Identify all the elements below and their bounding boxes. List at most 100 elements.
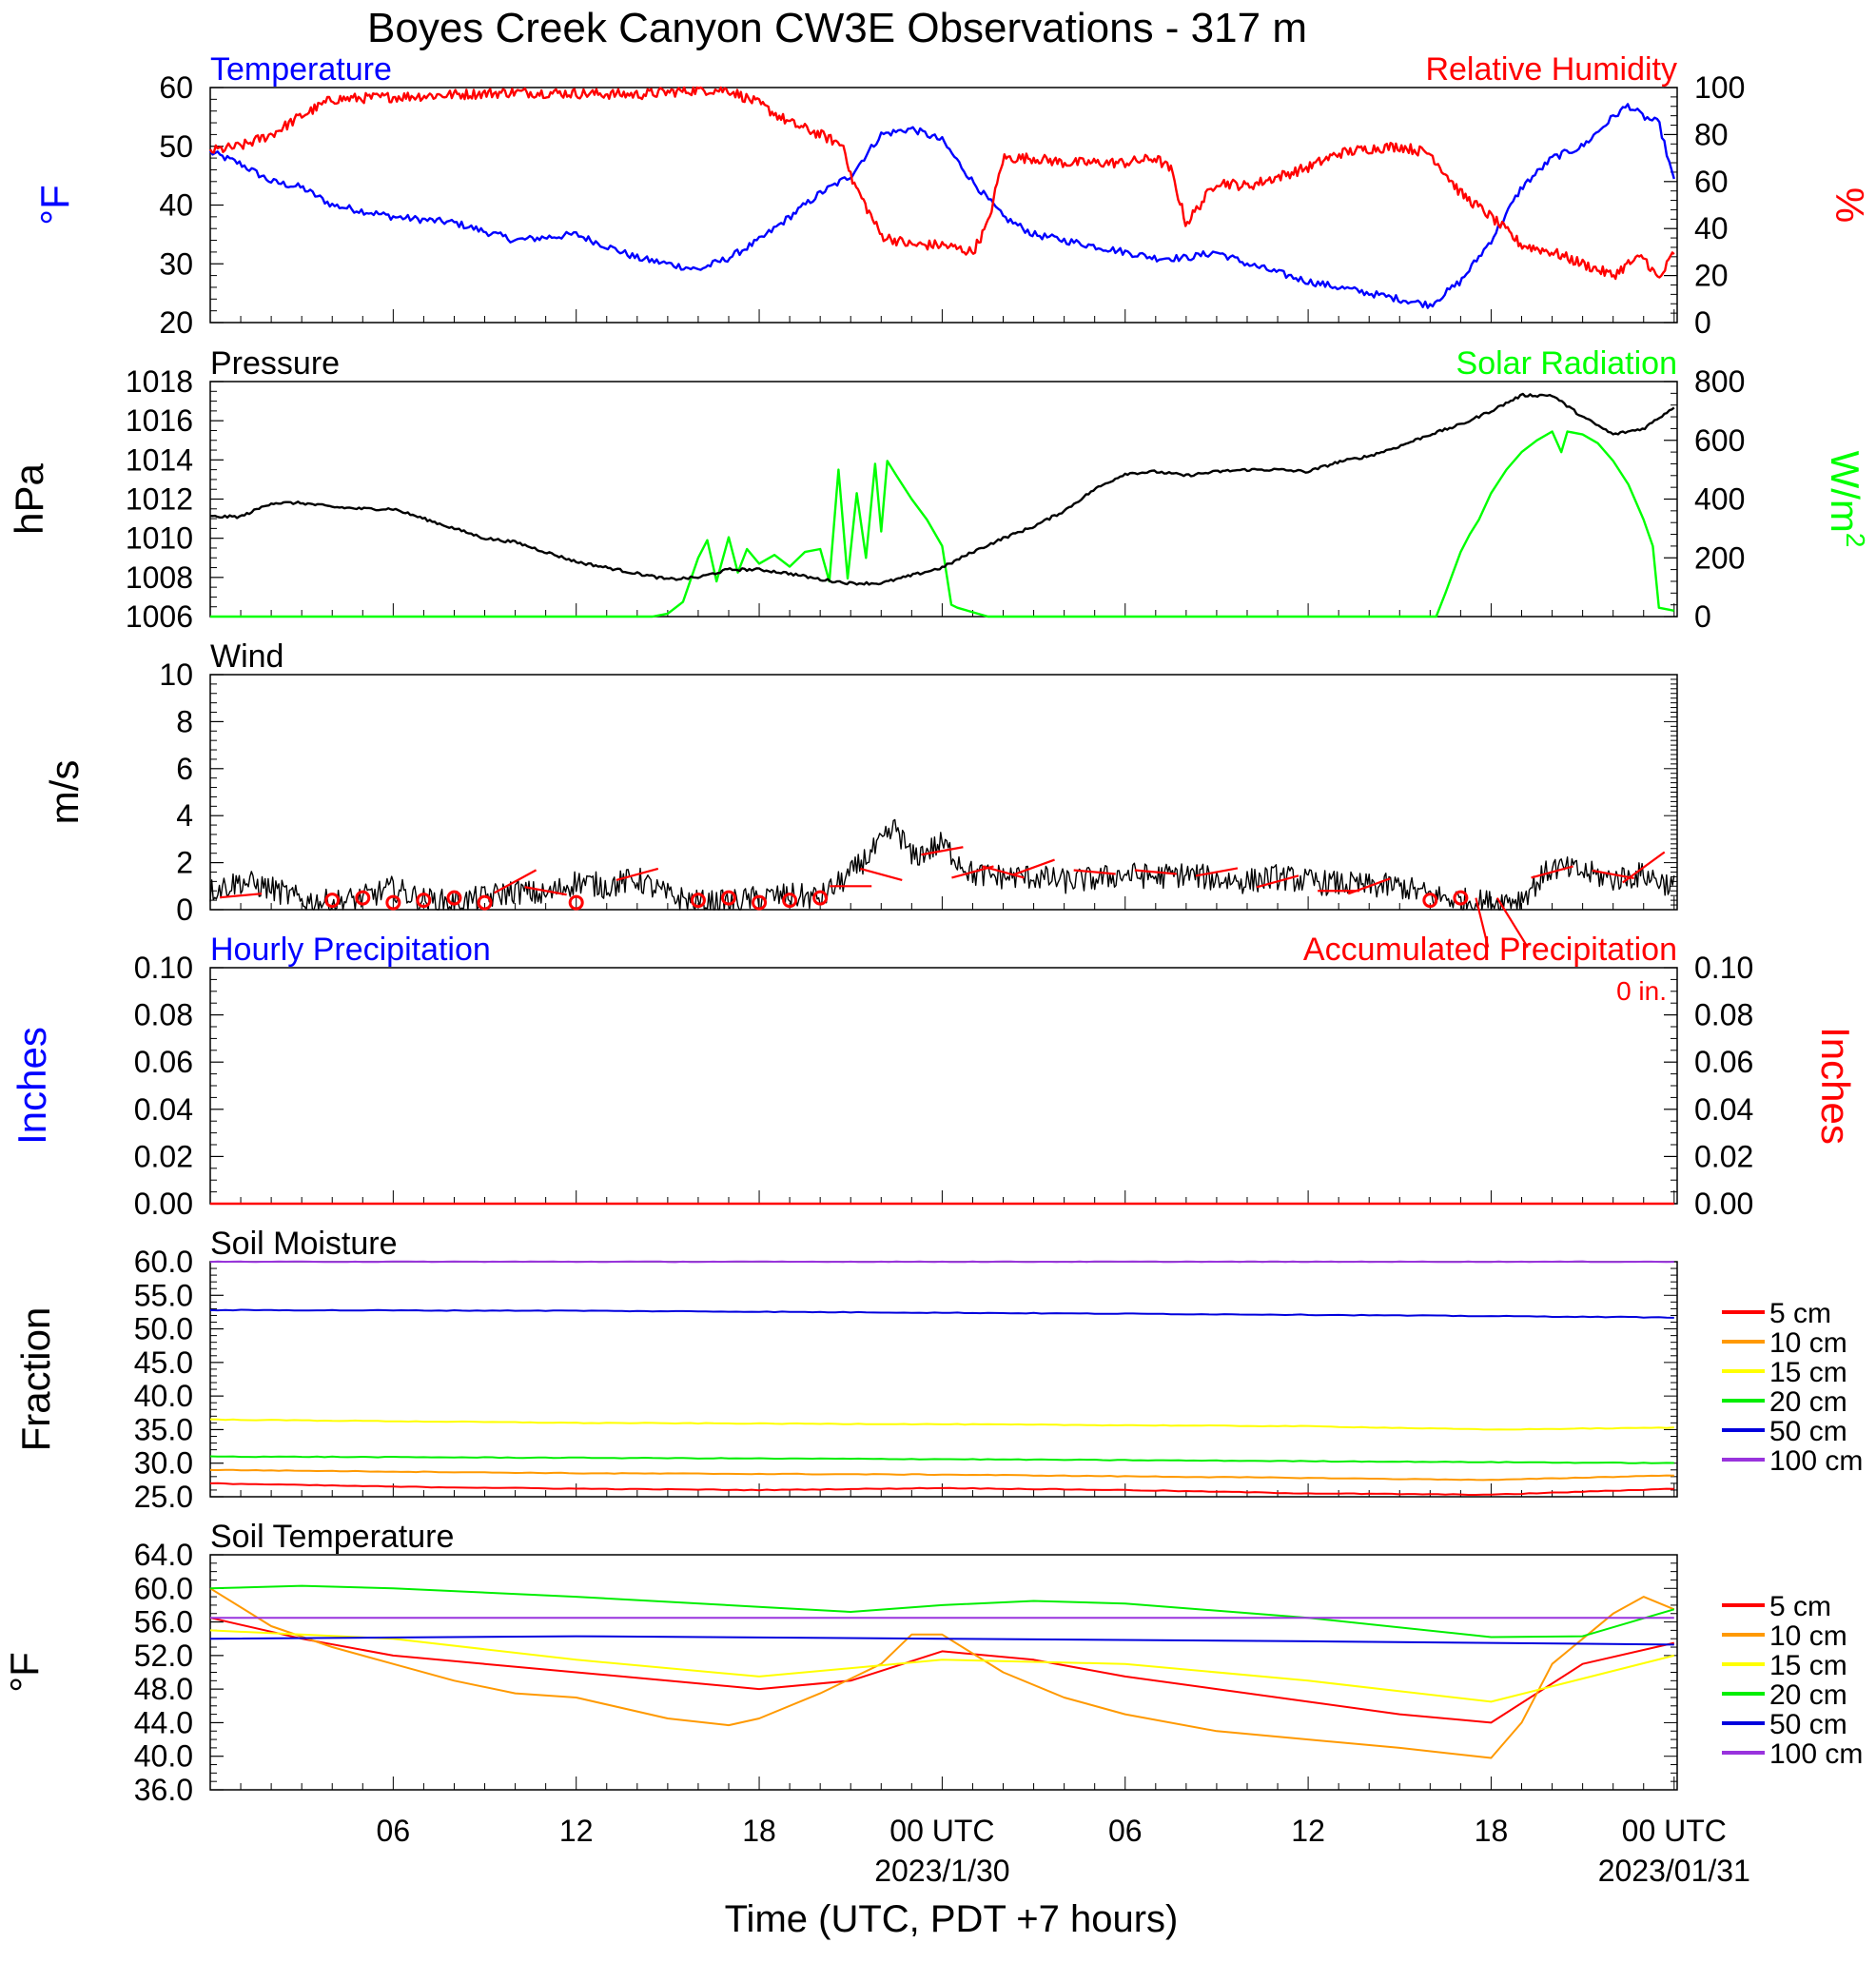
precip-left-axis-tick-label: 0.08 bbox=[134, 998, 193, 1032]
soil-temp-0-series bbox=[209, 1617, 1675, 1724]
wind-barb bbox=[1347, 877, 1391, 895]
soil-moisture-5-series bbox=[209, 1260, 1674, 1264]
soil-temp-1-series bbox=[209, 1587, 1675, 1759]
wind-speed-series bbox=[209, 818, 1675, 911]
wind-speed-line bbox=[209, 818, 1675, 911]
temperature-series bbox=[209, 103, 1675, 309]
solar-series bbox=[210, 430, 1675, 618]
soil-moisture-axis-tick-label: 40.0 bbox=[134, 1379, 193, 1413]
pressure-axis-tick-label: 1012 bbox=[126, 482, 193, 517]
soil-moisture-5-line bbox=[209, 1260, 1674, 1264]
temp-axis-tick-label: 30 bbox=[159, 246, 193, 281]
pressure-unit: hPa bbox=[7, 462, 51, 534]
pressure-axis-tick-label: 1010 bbox=[126, 521, 193, 556]
soil-moisture-legend-label: 20 cm bbox=[1769, 1386, 1847, 1418]
solar-axis-tick-label: 200 bbox=[1694, 540, 1745, 575]
soil-temp-4-line bbox=[209, 1635, 1674, 1646]
wind-barb bbox=[524, 886, 567, 896]
wind-calm-marker bbox=[812, 890, 829, 906]
soil-moisture-axis-tick-label: 35.0 bbox=[134, 1412, 193, 1446]
pressure-solar-frame bbox=[209, 381, 1678, 618]
soil-temp-legend-label: 5 cm bbox=[1769, 1591, 1831, 1622]
wind-axis-tick-label: 8 bbox=[176, 704, 193, 738]
solar-axis-tick-label: 600 bbox=[1694, 423, 1745, 458]
soil-moisture-4-line bbox=[209, 1308, 1674, 1319]
wind-barb bbox=[1622, 851, 1666, 884]
wind-barb bbox=[1592, 869, 1634, 880]
rh-axis-tick-label: 0 bbox=[1694, 305, 1711, 340]
soil-temp-axis-tick-label: 44.0 bbox=[134, 1705, 193, 1739]
soil-moisture-0-series bbox=[209, 1482, 1674, 1496]
soil-moisture-3-line bbox=[209, 1455, 1674, 1464]
soil-temp-legend-label: 20 cm bbox=[1769, 1679, 1847, 1711]
soil-moisture-legend-label: 100 cm bbox=[1769, 1445, 1863, 1477]
wind-calm-marker bbox=[446, 890, 462, 906]
soil-moisture-title: Soil Moisture bbox=[210, 1226, 398, 1262]
precip-frame bbox=[209, 967, 1678, 1205]
wind-axis-tick-label: 10 bbox=[159, 658, 193, 692]
solar-axis-tick-label: 800 bbox=[1694, 364, 1745, 399]
wind-calm-marker bbox=[477, 894, 493, 911]
pressure-axis-tick-label: 1006 bbox=[126, 599, 193, 634]
soil-moisture-0-line bbox=[209, 1482, 1674, 1496]
solar-line bbox=[210, 430, 1675, 618]
x-tick-label: 00 UTC bbox=[1622, 1814, 1727, 1848]
soil-moisture-legend-label: 5 cm bbox=[1769, 1298, 1831, 1329]
wind-barb bbox=[616, 867, 659, 882]
temp-axis-tick-label: 60 bbox=[159, 70, 193, 105]
temp-rh-frame bbox=[209, 87, 1678, 324]
soil-moisture-legend-label: 15 cm bbox=[1769, 1357, 1847, 1388]
wind-calm-marker bbox=[568, 894, 584, 911]
temp-axis-tick-label: 20 bbox=[159, 305, 193, 340]
wind-calm-marker bbox=[1422, 893, 1438, 909]
wind-calm-marker bbox=[324, 893, 341, 909]
soil-temp-3-line bbox=[209, 1584, 1675, 1639]
x-tick-sublabel: 2023/01/31 bbox=[1598, 1854, 1750, 1888]
pressure-axis-tick-label: 1018 bbox=[126, 364, 193, 399]
precip-total-label: 0 in. bbox=[1616, 976, 1667, 1006]
soil-temp-1-line bbox=[209, 1587, 1675, 1759]
wind-axis-tick-label: 4 bbox=[176, 798, 193, 833]
wind-barb bbox=[982, 865, 1025, 879]
wind-barb bbox=[1073, 869, 1116, 875]
wind-axis-tick-label: 0 bbox=[176, 893, 193, 927]
solar-unit: W/m2 bbox=[1823, 451, 1870, 548]
solar-unit-base: W/m bbox=[1823, 451, 1867, 533]
soil-temp-legend-label: 100 cm bbox=[1769, 1738, 1863, 1770]
soil-temp-2-line bbox=[209, 1629, 1675, 1703]
soil-temp-axis-tick-label: 56.0 bbox=[134, 1605, 193, 1639]
wind-barb bbox=[1134, 869, 1177, 875]
wind-barb bbox=[921, 846, 964, 856]
x-tick-label: 18 bbox=[1475, 1814, 1509, 1848]
soil-moisture-axis-tick-label: 25.0 bbox=[134, 1480, 193, 1514]
wind-barb bbox=[494, 869, 537, 894]
x-tick-label: 12 bbox=[1291, 1814, 1325, 1848]
soil-temp-axis-tick-label: 60.0 bbox=[134, 1571, 193, 1605]
rh-axis-tick-label: 40 bbox=[1694, 211, 1729, 245]
precip-left-unit: Inches bbox=[10, 1027, 54, 1145]
precip-left-axis-tick-label: 0.02 bbox=[134, 1139, 193, 1173]
wind-unit: m/s bbox=[42, 760, 87, 825]
soil-temp-3-series bbox=[209, 1584, 1675, 1639]
rh-axis-tick-label: 20 bbox=[1694, 259, 1729, 293]
wind-calm-marker bbox=[752, 894, 768, 911]
soil-moisture-axis-tick-label: 30.0 bbox=[134, 1446, 193, 1481]
soil-temp-title: Soil Temperature bbox=[210, 1519, 454, 1555]
soil-temp-legend-label: 15 cm bbox=[1769, 1650, 1847, 1681]
wind-calm-marker bbox=[690, 893, 706, 909]
precip-right-axis-tick-label: 0.04 bbox=[1694, 1092, 1753, 1127]
x-tick-label: 12 bbox=[559, 1814, 594, 1848]
wind-title: Wind bbox=[210, 638, 283, 675]
rh-axis-tick-label: 100 bbox=[1694, 70, 1745, 105]
soil-moisture-unit: Fraction bbox=[13, 1307, 58, 1452]
solar-unit-sup: 2 bbox=[1841, 533, 1870, 548]
wind-axis-tick-label: 2 bbox=[176, 846, 193, 880]
pressure-line bbox=[209, 392, 1675, 586]
precip-right-axis-tick-label: 0.02 bbox=[1694, 1139, 1753, 1173]
wind-axis-tick-label: 6 bbox=[176, 752, 193, 786]
wind-calm-marker bbox=[1453, 890, 1469, 906]
soil-temp-legend-label: 10 cm bbox=[1769, 1620, 1847, 1652]
soil-temp-0-line bbox=[209, 1617, 1675, 1724]
solar-axis-tick-label: 400 bbox=[1694, 482, 1745, 517]
soil-moisture-axis-tick-label: 50.0 bbox=[134, 1312, 193, 1346]
